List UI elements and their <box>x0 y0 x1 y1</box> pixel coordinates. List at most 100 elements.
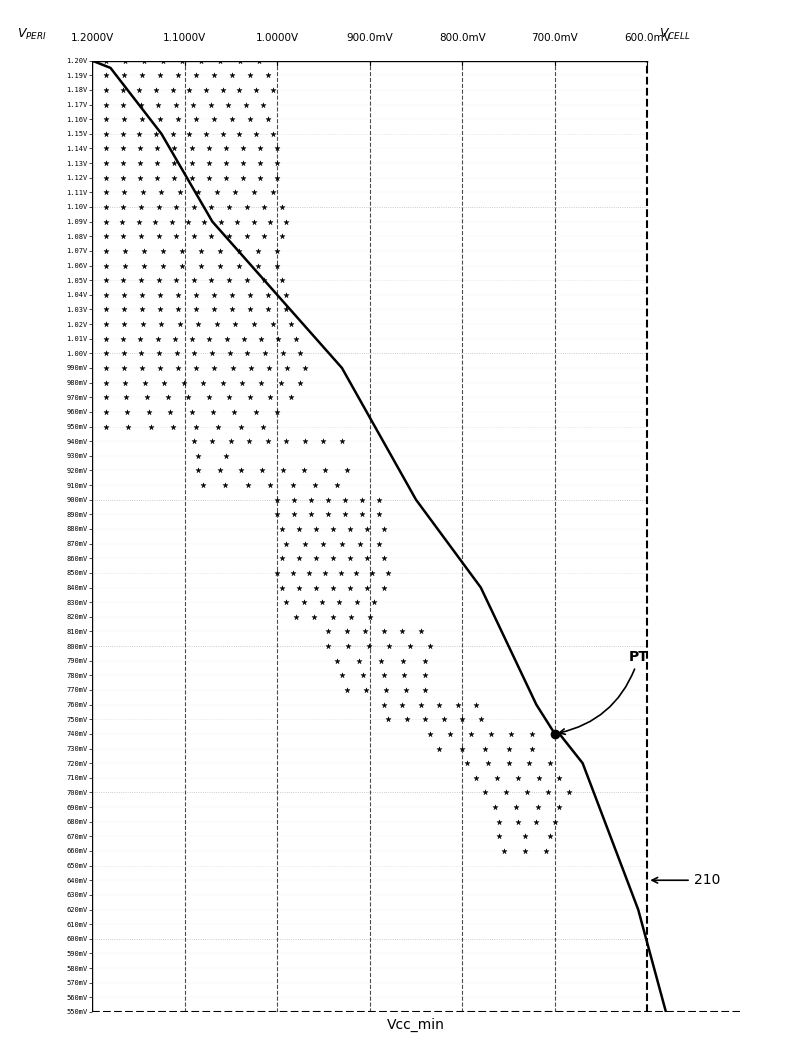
Point <box>340 681 353 698</box>
Point <box>99 199 112 216</box>
Point <box>157 242 170 259</box>
Point <box>151 331 164 348</box>
Point <box>214 52 227 69</box>
Point <box>220 331 233 348</box>
Point <box>202 389 215 406</box>
Point <box>171 111 184 128</box>
Point <box>219 154 232 171</box>
Text: 1.1000V: 1.1000V <box>163 33 206 44</box>
Point <box>207 111 220 128</box>
Point <box>99 344 112 361</box>
Point <box>214 213 227 230</box>
Point <box>275 579 288 596</box>
Point <box>419 667 432 684</box>
Point <box>216 374 229 391</box>
Point <box>187 433 200 450</box>
Point <box>229 316 242 333</box>
Point <box>205 272 218 289</box>
Point <box>275 272 288 289</box>
Point <box>345 608 358 625</box>
Point <box>414 623 427 640</box>
Point <box>99 331 112 348</box>
Point <box>521 783 534 800</box>
Point <box>170 96 182 113</box>
Point <box>350 564 363 581</box>
Point <box>243 67 256 84</box>
Point <box>152 272 165 289</box>
Point <box>141 389 154 406</box>
Point <box>138 257 150 274</box>
Point <box>532 770 545 787</box>
Point <box>378 579 390 596</box>
Point <box>206 433 218 450</box>
Point <box>553 770 566 787</box>
Point <box>294 374 306 391</box>
Point <box>208 286 221 303</box>
Point <box>275 521 288 538</box>
Point <box>414 696 427 713</box>
Point <box>233 242 246 259</box>
Point <box>172 359 185 376</box>
Point <box>226 111 238 128</box>
Text: 900.0mV: 900.0mV <box>346 33 393 44</box>
Point <box>190 301 202 318</box>
Point <box>214 242 226 259</box>
Point <box>258 227 270 244</box>
Point <box>451 696 464 713</box>
Point <box>264 389 277 406</box>
Point <box>396 696 409 713</box>
Point <box>400 711 413 728</box>
Point <box>235 374 248 391</box>
Point <box>192 316 205 333</box>
Point <box>171 67 184 84</box>
Point <box>355 491 368 508</box>
Point <box>99 301 112 318</box>
Point <box>240 272 253 289</box>
Text: $V_{PERI}$: $V_{PERI}$ <box>18 27 47 41</box>
Point <box>276 344 289 361</box>
Point <box>280 593 293 610</box>
Point <box>157 52 170 69</box>
Point <box>343 550 356 567</box>
Point <box>258 199 270 216</box>
Point <box>252 257 265 274</box>
Point <box>157 257 170 274</box>
Point <box>397 653 410 670</box>
Point <box>203 331 216 348</box>
Point <box>488 798 501 815</box>
Point <box>205 199 218 216</box>
Point <box>151 140 164 157</box>
Point <box>151 154 164 171</box>
Point <box>99 286 112 303</box>
Point <box>298 535 311 552</box>
Point <box>396 623 409 640</box>
Point <box>315 593 328 610</box>
Point <box>192 184 205 201</box>
Point <box>288 506 301 523</box>
Point <box>263 213 276 230</box>
Point <box>176 257 189 274</box>
Point <box>190 418 202 435</box>
Point <box>216 125 229 142</box>
Point <box>298 359 311 376</box>
Point <box>119 374 132 391</box>
Point <box>187 96 200 113</box>
Point <box>234 462 247 479</box>
Point <box>275 227 288 244</box>
Point <box>270 564 283 581</box>
Point <box>270 403 283 420</box>
Point <box>135 111 148 128</box>
Point <box>358 623 371 640</box>
Point <box>292 579 305 596</box>
Point <box>234 418 247 435</box>
Point <box>244 301 257 318</box>
Point <box>168 154 181 171</box>
Point <box>182 389 194 406</box>
Point <box>185 169 198 186</box>
Point <box>237 169 250 186</box>
Point <box>198 213 210 230</box>
Point <box>237 140 250 157</box>
Point <box>214 257 226 274</box>
Point <box>333 593 346 610</box>
Point <box>286 476 299 493</box>
